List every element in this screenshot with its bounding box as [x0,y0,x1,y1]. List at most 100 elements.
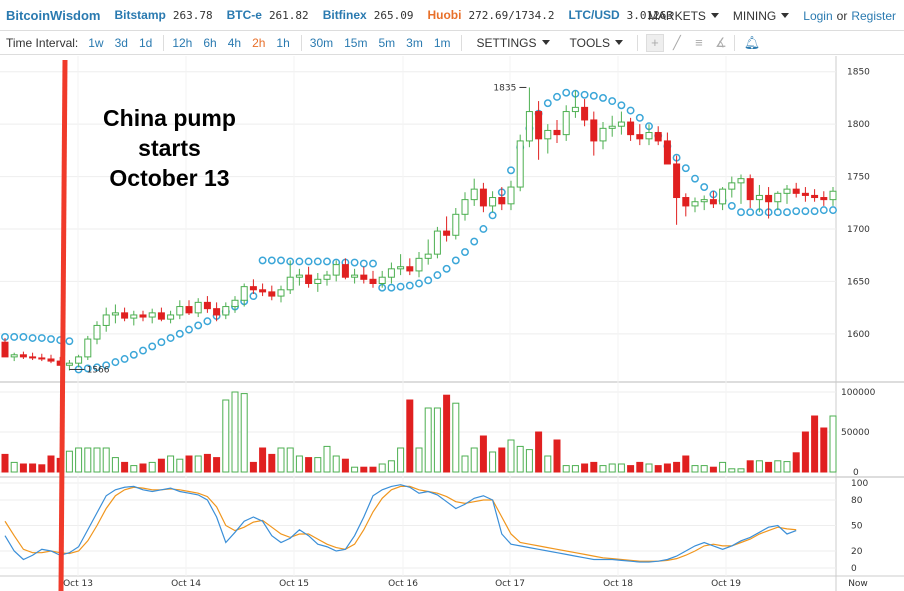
volume-bar [443,394,451,473]
volume-bar [415,447,423,473]
toolbar: Time Interval: 1w 3d 1d 12h 6h 4h 2h 1h … [0,31,904,55]
chart-area[interactable]: 1600 1650 1700 1750 1800 1850 0 50000 100000 0 20 5… [0,56,904,591]
price-tick-label: 1850 [847,68,870,78]
interval-3m[interactable]: 3m [406,35,423,50]
volume-bar [323,445,331,473]
sar-dot [461,248,469,256]
sar-dot [792,207,801,216]
volume-bar [424,407,432,473]
interval-1h[interactable]: 1h [276,35,290,50]
fan-tool-icon[interactable]: ∡ [715,34,727,50]
sar-dot [442,264,451,273]
candle-body [176,306,184,316]
volume-bar [139,463,147,473]
price-tick-label: 1700 [847,225,870,235]
candle-body [691,201,699,207]
interval-2h[interactable]: 2h [252,35,266,50]
sar-dot [608,97,617,106]
candle-body [29,356,37,359]
candle-body [240,286,248,301]
interval-1m[interactable]: 1m [433,35,451,50]
interval-3d[interactable]: 3d [114,35,128,50]
stoch-d-line [4,485,797,562]
candle-body [341,264,349,278]
volume-bar [636,461,644,473]
sar-dot [185,325,193,334]
ticker-btce[interactable]: BTC-e 261.82 [227,8,309,22]
candles [1,87,837,371]
sar-dot [727,201,736,210]
ticker-bitfinex[interactable]: Bitfinex 265.09 [323,8,414,22]
markets-menu[interactable]: MARKETS [648,9,719,23]
volume-bar [222,399,230,473]
high-price-label: 1835 [493,83,516,93]
candle-body [461,199,469,215]
candle-body [544,129,552,140]
crosshair-icon[interactable]: + [645,33,664,52]
register-link[interactable]: Register [851,8,896,23]
time-interval-label: Time Interval: [6,35,79,50]
candle-body [746,178,754,201]
login-link[interactable]: Login [803,8,833,23]
bell-icon[interactable]: 🔔︎ [743,34,761,50]
interval-4h[interactable]: 4h [227,35,242,50]
volume-bar [38,464,46,473]
interval-1w[interactable]: 1w [88,35,104,50]
settings-menu[interactable]: SETTINGS [476,35,550,50]
line-tool-icon[interactable]: ╱ [673,34,681,50]
candle-body [415,257,423,272]
volume-bar [792,452,800,473]
ticker-bitstamp[interactable]: Bitstamp 263.78 [115,8,213,22]
interval-1d[interactable]: 1d [138,35,153,50]
time-tick-label: Oct 18 [603,579,633,589]
ticker-exchange: Bitfinex [322,8,367,22]
candle-body [737,178,745,184]
volume-bar [728,468,736,473]
settings-label: SETTINGS [476,35,537,50]
candle-body [406,266,414,272]
interval-6h[interactable]: 6h [203,35,217,50]
ticker-huobi[interactable]: Huobi 272.69/1734.2 [427,8,554,22]
volume-bar [673,461,681,473]
candle-body [249,286,257,291]
volume-bar [553,439,561,473]
volume-bar [719,461,727,473]
sar-dot [37,334,46,342]
sar-dot [47,335,55,344]
volume-bar [755,460,763,473]
candle-body [599,127,607,142]
sar-dot [424,276,433,285]
volume-bar [111,457,119,473]
chevron-down-icon [781,13,790,18]
candle-body [1,341,9,358]
annotation-line-1: China pump [103,105,236,131]
ticker-ltcusd[interactable]: LTC/USD 3.01263 [569,8,673,22]
interval-30m[interactable]: 30m [309,35,334,50]
candle-body [709,199,717,205]
candle-body [323,274,331,280]
sar-dot [737,208,745,217]
sar-dot [405,281,414,290]
sar-dot [139,346,147,355]
volume-bar [406,399,414,473]
interval-15m[interactable]: 15m [344,35,368,50]
volume-bar [571,465,579,473]
price-tick-label: 1600 [847,330,870,340]
fib-tool-icon[interactable]: ≡ [695,35,703,50]
time-tick-label: Oct 13 [63,579,93,589]
volume-bar [507,439,515,473]
price-tick-label: 1800 [847,120,870,130]
volume-bar [378,463,386,473]
volume-bar [121,461,129,473]
volume-bar [268,453,276,473]
tools-menu[interactable]: TOOLS [570,36,623,50]
volume-bar [240,393,248,473]
volume-bar [332,455,340,473]
candle-body [783,188,791,194]
interval-12h[interactable]: 12h [172,35,193,50]
mining-menu[interactable]: MINING [733,9,790,23]
interval-5m[interactable]: 5m [378,35,396,50]
brand-logo[interactable]: BitcoinWisdom [6,7,101,23]
volume-bar [470,447,478,473]
stoch-tick-label: 50 [851,522,863,532]
